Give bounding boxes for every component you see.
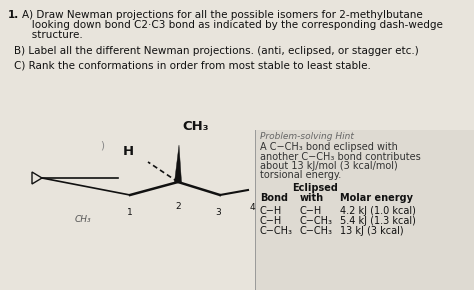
Text: C−CH₃: C−CH₃ — [300, 226, 333, 236]
Text: CH₃: CH₃ — [75, 215, 91, 224]
Text: 3: 3 — [215, 208, 221, 217]
Text: 1.: 1. — [8, 10, 19, 20]
Text: C) Rank the conformations in order from most stable to least stable.: C) Rank the conformations in order from … — [14, 61, 371, 71]
Text: Eclipsed: Eclipsed — [292, 183, 338, 193]
Text: looking down bond C2·C3 bond as indicated by the corresponding dash-wedge: looking down bond C2·C3 bond as indicate… — [22, 20, 443, 30]
Polygon shape — [174, 145, 182, 182]
Text: C−H: C−H — [300, 206, 322, 216]
Text: about 13 kJ/mol (3 kcal/mol): about 13 kJ/mol (3 kcal/mol) — [260, 161, 398, 171]
Text: C−CH₃: C−CH₃ — [300, 216, 333, 226]
Text: CH₃: CH₃ — [182, 120, 209, 133]
Text: another C−CH₃ bond contributes: another C−CH₃ bond contributes — [260, 151, 421, 162]
Text: H: H — [123, 145, 134, 158]
Text: A) Draw Newman projections for all the possible isomers for 2-methylbutane: A) Draw Newman projections for all the p… — [22, 10, 423, 20]
Text: C−H: C−H — [260, 206, 282, 216]
Text: A C−CH₃ bond eclipsed with: A C−CH₃ bond eclipsed with — [260, 142, 398, 152]
Text: with: with — [300, 193, 324, 203]
Text: ): ) — [100, 140, 104, 150]
Text: 4.2 kJ (1.0 kcal): 4.2 kJ (1.0 kcal) — [340, 206, 416, 216]
Text: 13 kJ (3 kcal): 13 kJ (3 kcal) — [340, 226, 404, 236]
Text: B) Label all the different Newman projections. (anti, eclipsed, or stagger etc.): B) Label all the different Newman projec… — [14, 46, 419, 56]
Text: Problem-solving Hint: Problem-solving Hint — [260, 132, 354, 141]
Text: Bond: Bond — [260, 193, 288, 203]
Text: torsional energy.: torsional energy. — [260, 171, 341, 180]
FancyBboxPatch shape — [255, 130, 474, 290]
Text: 4: 4 — [249, 203, 255, 212]
Text: 1: 1 — [127, 208, 133, 217]
Text: 2: 2 — [175, 202, 181, 211]
Text: 5.4 kJ (1.3 kcal): 5.4 kJ (1.3 kcal) — [340, 216, 416, 226]
Text: C−CH₃: C−CH₃ — [260, 226, 293, 236]
Text: C−H: C−H — [260, 216, 282, 226]
Text: Molar energy: Molar energy — [340, 193, 413, 203]
Text: structure.: structure. — [22, 30, 83, 40]
